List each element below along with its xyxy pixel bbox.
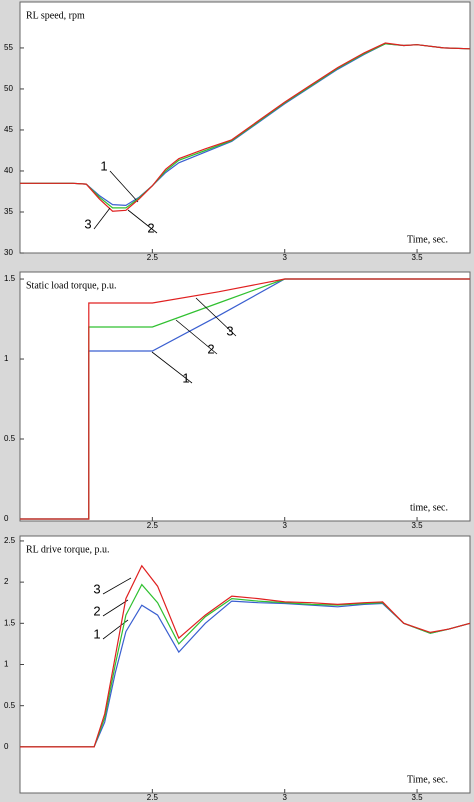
x-tick-label: 3 [282, 253, 287, 262]
series-label: 2 [93, 603, 100, 618]
chart-title: Static load torque, p.u. [26, 280, 117, 291]
series-label: 2 [147, 220, 154, 235]
y-tick-label: 1 [4, 660, 9, 669]
x-axis-label: Time, sec. [407, 234, 448, 245]
chart-title: RL drive torque, p.u. [26, 544, 110, 555]
x-tick-label: 3.5 [411, 521, 423, 530]
x-tick-label: 2.5 [147, 253, 159, 262]
y-tick-label: 30 [4, 248, 13, 257]
series-label: 3 [226, 323, 233, 338]
x-tick-label: 3.5 [411, 793, 423, 802]
y-tick-label: 45 [4, 125, 13, 134]
annotation-leader [175, 319, 218, 355]
y-tick-label: 50 [4, 84, 13, 93]
y-tick-label: 2.5 [4, 536, 16, 545]
x-tick-label: 3 [282, 521, 287, 530]
chart-title: RL speed, rpm [26, 10, 85, 21]
series-line [20, 42, 471, 212]
x-tick-label: 3.5 [411, 253, 423, 262]
annotation-leader [102, 577, 132, 595]
y-tick-label: 0.5 [4, 701, 16, 710]
y-tick-label: 35 [4, 207, 13, 216]
series-label: 3 [93, 581, 100, 596]
series-label: 1 [182, 370, 189, 385]
x-axis-label: Time, sec. [407, 774, 448, 785]
y-tick-label: 0 [4, 742, 9, 751]
annotation-leader [109, 170, 139, 203]
series-line [20, 564, 471, 748]
y-tick-label: 40 [4, 166, 13, 175]
x-axis-label: time, sec. [410, 502, 448, 513]
series-label: 3 [84, 216, 91, 231]
series-label: 1 [93, 626, 100, 641]
plot-area [19, 535, 471, 794]
x-tick-label: 2.5 [147, 793, 159, 802]
x-tick-label: 3 [282, 793, 287, 802]
x-tick-label: 2.5 [147, 521, 159, 530]
annotation-leader [102, 599, 129, 617]
y-tick-label: 55 [4, 43, 13, 52]
y-tick-label: 2 [4, 577, 9, 586]
y-tick-label: 1.5 [4, 618, 16, 627]
annotation-leader [127, 209, 158, 234]
series-label: 2 [207, 341, 214, 356]
plot-area [19, 1, 471, 254]
series-line [20, 278, 470, 520]
y-tick-label: 0 [4, 514, 9, 523]
annotation-leader [93, 207, 111, 230]
annotation-leader [195, 297, 237, 337]
y-tick-label: 0.5 [4, 434, 16, 443]
y-tick-label: 1 [4, 354, 9, 363]
annotation-leader [151, 351, 193, 384]
y-tick-label: 1.5 [4, 274, 16, 283]
series-label: 1 [100, 158, 107, 173]
plot-area [19, 271, 471, 522]
